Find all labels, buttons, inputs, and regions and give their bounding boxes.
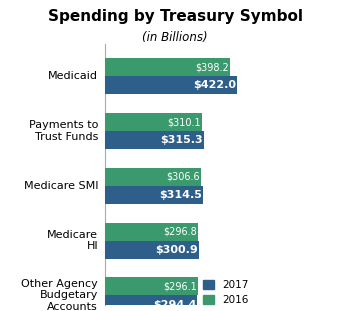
Text: $422.0: $422.0 xyxy=(193,80,236,91)
Text: $310.1: $310.1 xyxy=(167,117,201,127)
Text: $300.9: $300.9 xyxy=(155,245,198,255)
Bar xyxy=(105,295,197,311)
Text: $306.6: $306.6 xyxy=(166,172,200,182)
Bar xyxy=(105,77,237,95)
Bar xyxy=(105,168,201,186)
Legend: 2017, 2016: 2017, 2016 xyxy=(203,280,248,305)
Bar xyxy=(105,223,198,241)
Bar xyxy=(105,277,198,295)
Text: Spending by Treasury Symbol: Spending by Treasury Symbol xyxy=(48,9,302,24)
Text: (in Billions): (in Billions) xyxy=(142,31,208,44)
Text: $398.2: $398.2 xyxy=(195,62,229,72)
Bar xyxy=(105,241,199,259)
Text: $296.1: $296.1 xyxy=(163,281,197,291)
Bar xyxy=(105,186,203,204)
Bar xyxy=(105,131,204,149)
Bar xyxy=(105,113,202,131)
Text: $315.3: $315.3 xyxy=(160,135,203,145)
Text: $294.4: $294.4 xyxy=(153,299,196,309)
Bar xyxy=(105,58,230,77)
Text: $314.5: $314.5 xyxy=(160,190,202,200)
Text: $296.8: $296.8 xyxy=(163,227,197,237)
